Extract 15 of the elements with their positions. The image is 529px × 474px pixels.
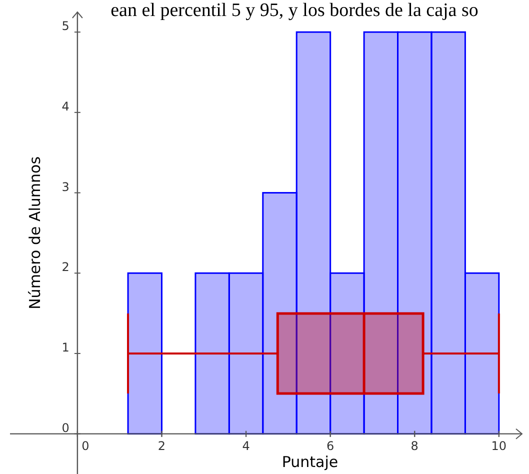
y-tick-label: 1 [62,340,70,354]
y-tick-label: 4 [62,99,70,114]
x-tick-label: 10 [491,439,507,453]
x-tick-label: 8 [410,439,418,453]
y-tick-label: 0 [62,420,70,435]
y-tick-label: 3 [62,180,70,194]
x-tick-label: 2 [158,439,166,453]
x-tick-label: 0 [82,439,90,453]
x-tick-label: 6 [326,439,334,453]
x-tick-label: 4 [242,439,250,453]
y-axis-title: Número de Alumnos [26,156,44,310]
chart-title: ean el percentil 5 y 95, y los bordes de la caja so [110,0,478,21]
x-axis-title: Puntaje [282,453,338,471]
y-tick-label: 2 [62,260,70,274]
y-tick-label: 5 [62,19,70,34]
